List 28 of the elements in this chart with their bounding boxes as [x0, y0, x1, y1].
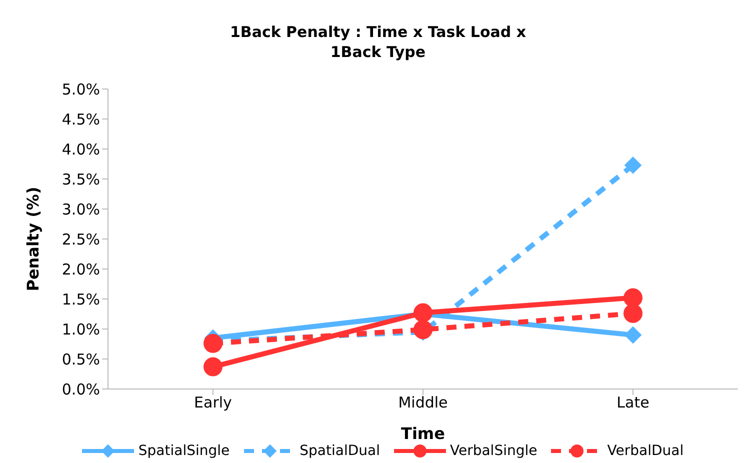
point	[204, 334, 222, 353]
point	[624, 326, 642, 344]
x-axis-title: Time	[401, 424, 446, 443]
chart-title: 1Back Penalty : Time x Task Load x 1Back Type	[228, 22, 528, 62]
y-tick-label: 5.0%	[62, 80, 100, 98]
point	[204, 357, 222, 376]
y-tick-label: 1.5%	[62, 290, 100, 308]
y-tick-label: 0.0%	[62, 380, 100, 398]
point	[624, 156, 642, 174]
y-tick-label: 4.5%	[62, 110, 100, 128]
y-tick-label: 0.5%	[62, 350, 100, 368]
legend-label: VerbalSingle	[450, 443, 538, 459]
y-axis-title: Penalty (%)	[24, 186, 43, 292]
point	[624, 288, 642, 308]
y-tick-label: 3.0%	[62, 200, 100, 218]
x-tick-label: Late	[616, 394, 650, 412]
y-tick-label: 2.5%	[62, 230, 100, 248]
y-tick-label: 4.0%	[62, 140, 100, 158]
y-tick-label: 3.5%	[62, 170, 100, 188]
legend-label: SpatialSingle	[138, 443, 230, 459]
x-tick-label: Early	[194, 394, 232, 412]
point	[624, 304, 642, 323]
y-tick-label: 1.0%	[62, 320, 100, 338]
legend-label: SpatialDual	[300, 443, 380, 459]
x-tick-label: Middle	[398, 394, 448, 412]
point	[414, 320, 432, 340]
y-tick-label: 2.0%	[62, 260, 100, 278]
legend-label: VerbalDual	[607, 443, 684, 459]
